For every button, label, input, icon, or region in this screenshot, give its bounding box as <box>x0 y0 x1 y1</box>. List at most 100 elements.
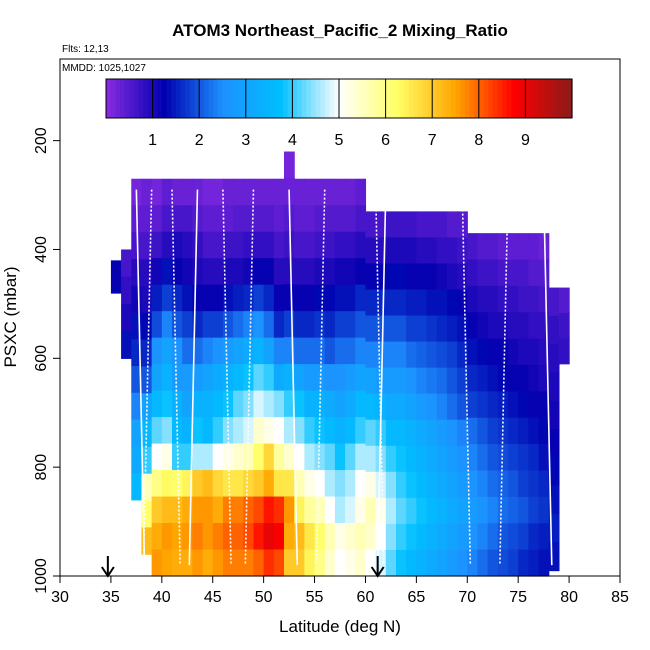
heatmap-cell <box>487 549 499 577</box>
heatmap-cell <box>131 285 143 314</box>
colorbar-swatch <box>236 79 242 118</box>
colorbar-swatch <box>269 79 275 118</box>
x-tick-label: 40 <box>153 589 171 606</box>
heatmap-cell <box>131 259 143 287</box>
heatmap-cell <box>518 470 529 498</box>
x-tick-label: 80 <box>560 589 578 606</box>
heatmap-cell <box>222 523 234 551</box>
heatmap-cell <box>426 263 438 291</box>
heatmap-cell <box>253 470 265 498</box>
heatmap-cell <box>538 391 550 419</box>
heatmap-cell <box>518 285 529 313</box>
colorbar-swatch <box>380 79 387 118</box>
heatmap-cell <box>436 237 448 265</box>
x-tick-label: 60 <box>357 589 375 606</box>
heatmap-cell <box>161 417 173 445</box>
heatmap-cell <box>243 443 255 471</box>
profile-track <box>315 189 326 566</box>
heatmap-cell <box>528 338 540 366</box>
colorbar-swatch <box>287 79 293 118</box>
heatmap-cell <box>263 231 275 259</box>
heatmap-cell <box>212 417 224 445</box>
heatmap-cell <box>222 231 234 259</box>
y-tick-label: 200 <box>33 127 50 154</box>
colorbar-swatch <box>525 79 531 118</box>
heatmap-cell <box>355 364 367 392</box>
y-axis: 200 400 600 800 1000 <box>33 127 60 594</box>
profile-track <box>244 189 255 566</box>
heatmap-cell <box>446 367 458 395</box>
heatmap-cell <box>161 231 173 259</box>
heatmap-cell <box>497 312 509 340</box>
heatmap-cell <box>314 284 326 312</box>
colorbar-swatch <box>133 79 140 118</box>
heatmap-cell <box>233 231 244 259</box>
heatmap-cell <box>457 549 468 577</box>
heatmap-cell <box>253 523 265 551</box>
colorbar-swatch <box>516 79 522 118</box>
colorbar-swatch <box>432 79 438 118</box>
heatmap-cell <box>446 289 458 317</box>
heatmap-cell <box>273 258 285 286</box>
heatmap-cell <box>294 205 305 233</box>
heatmap-cell <box>457 497 468 525</box>
heatmap-cell <box>284 469 295 498</box>
heatmap-cell <box>385 263 397 291</box>
heatmap-cell <box>151 337 163 365</box>
heatmap-cell <box>436 523 448 551</box>
colorbar-swatch <box>460 79 466 118</box>
heatmap-cell <box>222 470 234 498</box>
heatmap-cell <box>314 311 326 339</box>
heatmap-cell <box>161 443 173 471</box>
heatmap-cell <box>426 393 438 421</box>
colorbar-tick-label: 3 <box>241 132 250 149</box>
heatmap-cell <box>324 337 336 365</box>
heatmap-cell <box>436 445 448 473</box>
colorbar-tick-label: 1 <box>148 132 157 149</box>
y-tick-label: 800 <box>33 454 50 481</box>
heatmap-cell <box>182 311 193 339</box>
heatmap-cell <box>141 446 153 475</box>
heatmap-cell <box>202 231 214 259</box>
heatmap-cell <box>355 417 367 445</box>
colorbar-swatch <box>213 79 219 118</box>
heatmap-cell <box>345 496 356 524</box>
heatmap-cell <box>294 178 305 206</box>
heatmap-cell <box>243 496 255 524</box>
colorbar-swatch <box>413 79 419 118</box>
heatmap-cell <box>385 445 397 473</box>
heatmap-cell <box>477 444 489 472</box>
heatmap-cell <box>508 523 519 551</box>
heatmap-cell <box>273 523 285 551</box>
colorbar-swatch <box>311 79 317 118</box>
heatmap-cell <box>222 390 234 418</box>
heatmap-cell <box>345 231 356 259</box>
heatmap-cell <box>416 549 428 577</box>
heatmap-cell <box>548 372 560 402</box>
colorbar-swatch <box>450 79 457 118</box>
heatmap-cell <box>365 341 377 369</box>
heatmap-cell <box>406 263 417 291</box>
heatmap-cell <box>467 391 479 419</box>
heatmap-cell <box>324 205 336 233</box>
heatmap-cell <box>385 237 397 265</box>
heatmap-cell <box>161 364 173 392</box>
heatmap-cell <box>151 496 163 524</box>
x-tick-label: 65 <box>407 589 425 606</box>
heatmap-cell <box>477 470 489 498</box>
heatmap-cell <box>233 284 244 312</box>
heatmap-cell <box>182 337 193 365</box>
heatmap-cell <box>467 549 479 577</box>
heatmap-cell <box>477 549 489 577</box>
colorbar-swatch <box>185 79 191 118</box>
heatmap-cell <box>324 470 336 498</box>
colorbar-swatch <box>171 79 177 118</box>
heatmap-cell <box>426 341 438 369</box>
heatmap-cell <box>446 263 458 291</box>
colorbar-swatch <box>255 79 261 118</box>
heatmap-cell <box>273 311 285 339</box>
heatmap-cell <box>548 344 560 374</box>
heatmap-cell <box>161 390 173 418</box>
heatmap-cell <box>477 259 489 287</box>
colorbar-swatch <box>180 79 186 118</box>
